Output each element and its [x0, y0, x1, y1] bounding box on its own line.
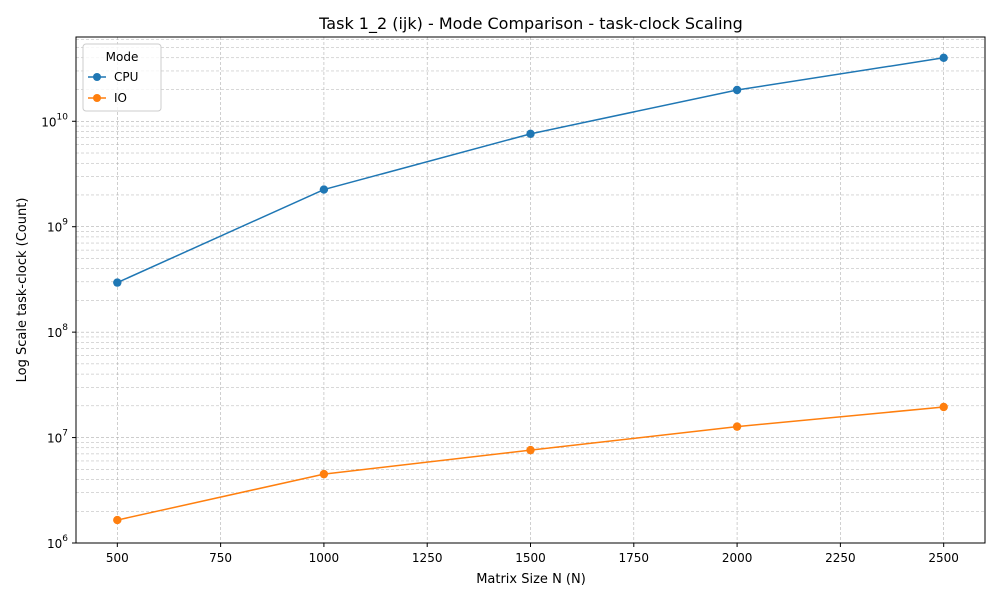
y-axis-label: Log Scale task-clock (Count): [15, 198, 30, 383]
x-tick-label-8: 2500: [928, 551, 959, 565]
x-tick-label-4: 1500: [515, 551, 546, 565]
x-tick-label-3: 1250: [412, 551, 443, 565]
x-tick-label-1: 750: [209, 551, 232, 565]
y-tick-label-3: 109: [47, 218, 68, 235]
x-tick-label-2: 1000: [309, 551, 340, 565]
y-tick-label-4: 1010: [41, 112, 68, 129]
point-cpu-4: [939, 53, 948, 62]
legend-marker-cpu: [93, 73, 101, 81]
point-io-1: [319, 469, 329, 479]
point-cpu-0: [113, 278, 122, 287]
y-tick-label-2: 108: [47, 323, 68, 340]
x-axis-ticks: 500 750 1000 1250 1500 1750 2000 2250 2500: [106, 543, 959, 565]
point-cpu-3: [732, 85, 742, 95]
grid: [76, 37, 985, 544]
point-io-0: [113, 515, 122, 525]
legend-label-io: IO: [114, 91, 127, 105]
x-tick-label-6: 2000: [722, 551, 753, 565]
legend: Mode CPU IO: [82, 43, 162, 112]
point-cpu-1: [319, 185, 329, 194]
y-tick-label-1: 107: [47, 429, 68, 446]
x-axis-label: Matrix Size N (N): [476, 572, 586, 587]
legend-title: Mode: [106, 50, 139, 64]
y-axis-ticks: 106 107 108 109 1010: [41, 112, 76, 551]
legend-box: [82, 43, 162, 112]
x-tick-label-7: 2250: [825, 551, 856, 565]
chart-title: Task 1_2 (ijk) - Mode Comparison - task-…: [318, 14, 743, 34]
legend-marker-io: [93, 94, 101, 102]
point-cpu-2: [526, 129, 535, 139]
series-layer: [113, 53, 948, 525]
point-io-4: [939, 402, 948, 412]
x-tick-label-0: 500: [106, 551, 129, 565]
point-io-3: [732, 422, 742, 431]
y-tick-label-0: 106: [47, 534, 68, 551]
legend-label-cpu: CPU: [114, 70, 138, 84]
x-tick-label-5: 1750: [619, 551, 650, 565]
point-io-2: [526, 445, 535, 455]
